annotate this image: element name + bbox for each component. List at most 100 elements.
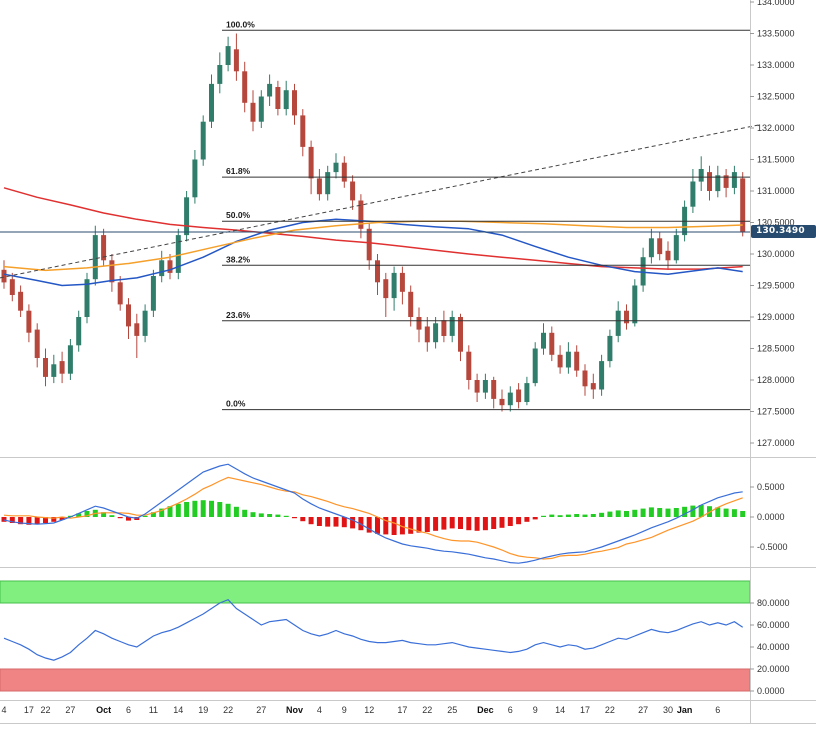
macd-histogram-bar: [167, 506, 173, 517]
candle-body-down: [466, 351, 472, 380]
candle-body-down: [250, 102, 256, 122]
macd-histogram-bar: [399, 517, 405, 535]
macd-histogram-bar: [516, 517, 522, 525]
time-axis-label: 12: [364, 705, 374, 715]
candle-body-down: [43, 358, 48, 377]
macd-histogram-bar: [117, 517, 123, 519]
macd-histogram-bar: [26, 517, 32, 525]
candle-body-down: [358, 200, 364, 229]
price-axis-label: 127.0000: [757, 438, 795, 448]
macd-histogram-bar: [482, 517, 488, 531]
macd-panel[interactable]: [1, 463, 746, 564]
macd-axis-label: 0.5000: [757, 482, 785, 492]
candle-body-up: [51, 364, 57, 377]
candle-body-down: [126, 304, 131, 327]
candle-body-down: [383, 279, 389, 299]
macd-histogram-bar: [84, 511, 90, 517]
candle-body-down: [34, 329, 40, 358]
macd-histogram-bar: [283, 515, 289, 517]
time-axis-label: 27: [638, 705, 648, 715]
candle-body-up: [391, 272, 397, 299]
macd-histogram-bar: [184, 502, 190, 517]
oscillator-axis-label: 0.0000: [757, 686, 785, 696]
macd-histogram-bar: [424, 517, 430, 532]
time-axis-label: 17: [397, 705, 407, 715]
macd-histogram-bar: [590, 514, 596, 517]
macd-histogram-bar: [250, 512, 256, 517]
time-axis-label: 9: [533, 705, 538, 715]
time-axis-label: Nov: [286, 705, 303, 715]
candle-body-down: [474, 380, 480, 393]
macd-histogram-bar: [175, 503, 181, 517]
candle-body-up: [599, 361, 605, 390]
candle-body-down: [117, 282, 123, 305]
price-axis[interactable]: 134.0000 133.5000 133.0000 132.5000 132.0000…: [750, 0, 795, 696]
macd-histogram-bar: [217, 502, 223, 517]
macd-histogram-bar: [549, 514, 555, 517]
time-axis-label: 11: [149, 705, 158, 715]
macd-histogram-bar: [76, 513, 82, 517]
candle-body-up: [142, 310, 148, 336]
price-panel[interactable]: 100.0% 61.8% 50.0% 38.2% 23.6% 0.0%: [0, 19, 760, 412]
macd-histogram-bar: [466, 517, 472, 531]
dashed-trendline[interactable]: [0, 124, 760, 279]
time-axis-label: 27: [65, 705, 75, 715]
oscillator-line: [3, 598, 744, 661]
candle-body-up: [433, 323, 439, 343]
price-axis-label: 131.5000: [757, 155, 795, 165]
candle-body-up: [184, 197, 190, 236]
candle-body-up: [615, 310, 621, 336]
macd-histogram-bar: [267, 514, 273, 517]
candle-body-down: [665, 250, 671, 261]
macd-histogram-bar: [109, 515, 115, 517]
macd-histogram-bar: [665, 508, 671, 517]
time-axis-label: 6: [126, 705, 131, 715]
candle-body-down: [26, 310, 32, 333]
macd-histogram-bar: [292, 517, 297, 519]
candle-body-down: [441, 320, 447, 336]
ma-orange-line: [3, 220, 743, 272]
macd-histogram-bar: [723, 508, 729, 517]
macd-line: [3, 463, 743, 564]
candle-body-up: [482, 380, 488, 393]
candle-body-down: [134, 323, 140, 336]
macd-histogram-bar: [275, 514, 281, 517]
candle-body-down: [499, 398, 505, 406]
candle-body-up: [150, 276, 156, 311]
macd-histogram-bar: [308, 517, 314, 525]
macd-histogram-bar: [582, 514, 588, 517]
macd-histogram-bar: [574, 514, 580, 517]
candle-body-down: [707, 172, 712, 191]
oscillator-panel[interactable]: [0, 580, 751, 692]
candle-body-down: [590, 383, 596, 390]
macd-histogram-bar: [200, 500, 206, 517]
macd-axis-label: 0.0000: [757, 512, 785, 522]
price-axis-label: 132.0000: [757, 123, 795, 133]
macd-histogram-bar: [150, 512, 156, 517]
candle-body-up: [225, 46, 231, 65]
time-axis-label: 25: [447, 705, 457, 715]
candle-body-down: [300, 115, 306, 147]
fib-level-label: 0.0%: [226, 399, 246, 409]
fib-level-label: 38.2%: [226, 254, 251, 264]
macd-histogram-bar: [433, 517, 439, 531]
time-axis-label: 14: [555, 705, 565, 715]
fib-level-label: 23.6%: [226, 310, 251, 320]
candle-body-down: [109, 260, 115, 283]
macd-histogram-bar: [101, 512, 107, 517]
candle-body-down: [408, 291, 414, 317]
candle-body-down: [582, 370, 588, 387]
macd-histogram-bar: [715, 507, 721, 517]
macd-histogram-bar: [316, 517, 322, 526]
candle-body-up: [333, 162, 339, 173]
candle-body-down: [233, 49, 239, 72]
time-axis[interactable]: 4 17 22 27 Oct 6 11 14 19 22 27 Nov 4 9 12 17 22 25 Dec 6 9 1…: [1, 705, 720, 715]
oscillator-axis-label: 40.0000: [757, 642, 790, 652]
time-axis-label: 6: [508, 705, 513, 715]
macd-histogram-bar: [657, 508, 663, 517]
candle-body-up: [92, 235, 98, 280]
candle-body-down: [723, 175, 729, 188]
macd-histogram-bar: [731, 509, 737, 517]
candle-body-down: [366, 228, 372, 261]
